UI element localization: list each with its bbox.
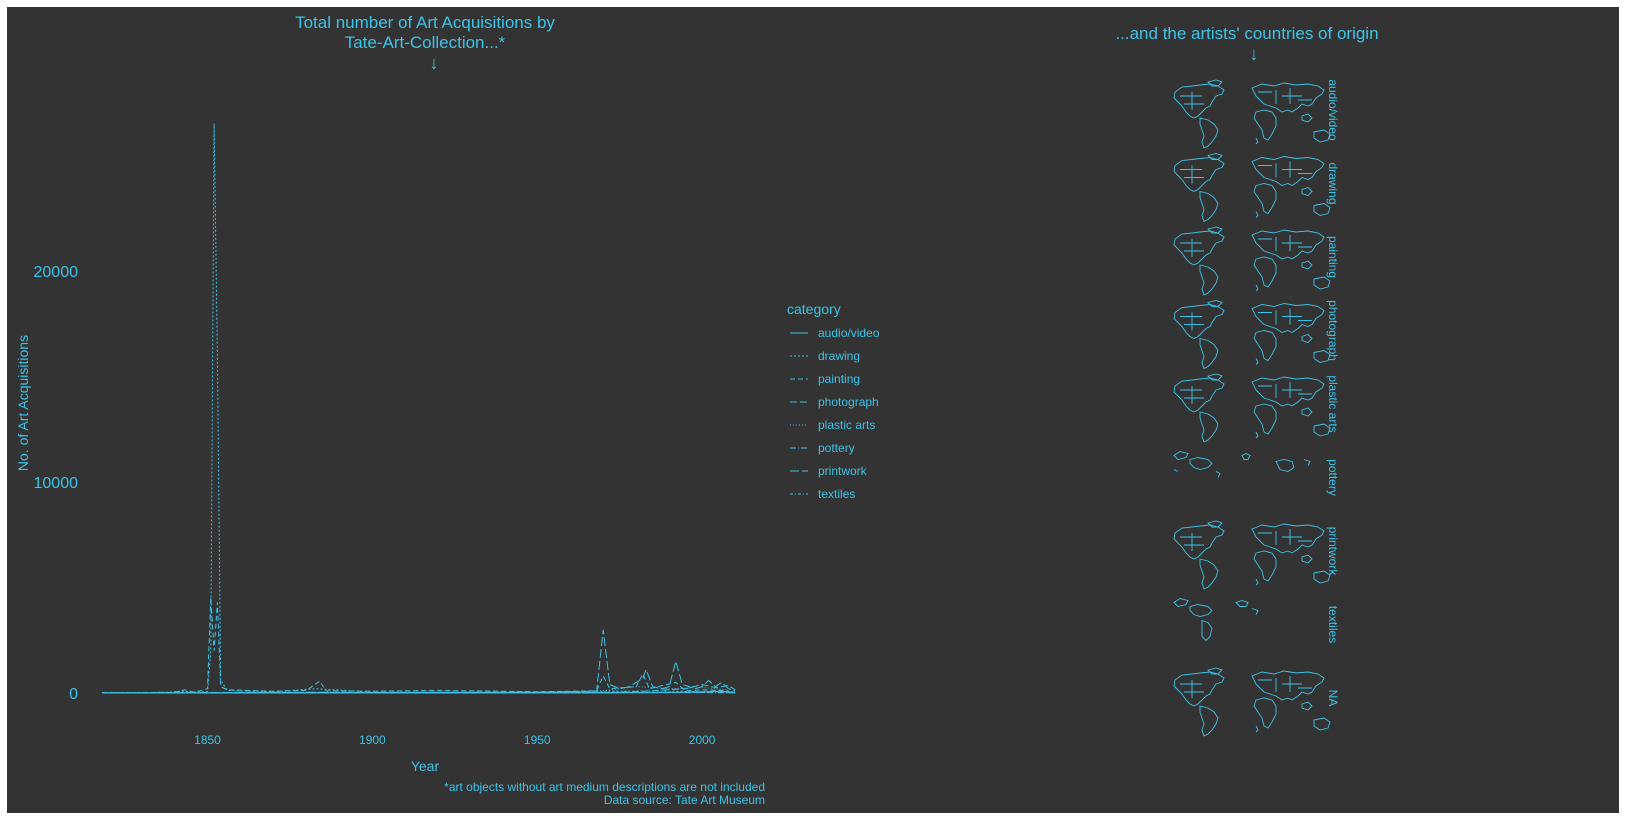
- legend-label: textiles: [818, 487, 855, 501]
- left-title-line2: Tate-Art-Collection...*: [345, 33, 506, 52]
- facet-label: painting: [1326, 236, 1340, 278]
- series-line-drawing: [101, 123, 729, 694]
- facet-label: printwork: [1326, 527, 1340, 577]
- facet-map-audio-video: [1173, 79, 1331, 149]
- facet-label: photograph: [1326, 300, 1340, 361]
- facet-label: drawing: [1326, 162, 1340, 204]
- facet-map-NA: [1173, 667, 1331, 737]
- series-line-printwork: [101, 629, 736, 694]
- legend: category audio/video drawing painting photo…: [787, 301, 880, 501]
- left-title-line1: Total number of Art Acquisitions by: [295, 13, 555, 32]
- y-tick-label: 10000: [34, 475, 79, 492]
- legend-label: painting: [818, 372, 860, 386]
- facet-map-printwork: [1173, 520, 1331, 590]
- footnote-line2: Data source: Tate Art Museum: [604, 793, 765, 807]
- legend-label: photograph: [818, 395, 879, 409]
- facet-label: textiles: [1326, 606, 1340, 643]
- facet-label: NA: [1326, 690, 1340, 707]
- right-title-arrow: ↓: [1250, 44, 1259, 64]
- legend-title: category: [787, 301, 841, 317]
- x-tick-label: 2000: [689, 733, 716, 747]
- chart-background: [7, 7, 1619, 813]
- left-title-arrow: ↓: [430, 53, 439, 73]
- y-tick-label: 0: [69, 686, 78, 703]
- legend-label: drawing: [818, 349, 860, 363]
- series-line-photograph: [102, 683, 736, 694]
- y-tick-label: 20000: [34, 264, 79, 281]
- facet-map-painting: [1173, 226, 1331, 296]
- x-tick-label: 1900: [359, 733, 386, 747]
- y-axis-label: No. of Art Acquisitions: [15, 335, 31, 471]
- legend-label: pottery: [818, 441, 855, 455]
- x-tick-label: 1850: [194, 733, 221, 747]
- plot-area: [101, 123, 736, 694]
- facet-map-textiles: [1173, 598, 1259, 641]
- right-title: ...and the artists' countries of origin: [1115, 24, 1378, 43]
- x-axis-label: Year: [411, 758, 440, 774]
- facet-label: audio/video: [1326, 79, 1340, 141]
- facet-label: plastic arts: [1326, 375, 1340, 432]
- facet-map-photograph: [1173, 300, 1331, 369]
- facet-map-drawing: [1173, 153, 1331, 222]
- x-tick-label: 1950: [524, 733, 551, 747]
- legend-label: audio/video: [818, 326, 880, 340]
- legend-label: printwork: [818, 464, 868, 478]
- facet-map-plastic-arts: [1173, 373, 1331, 443]
- facet-label: pottery: [1326, 459, 1340, 496]
- facet-maps: audio/video drawing painting photograph plas…: [1173, 79, 1340, 737]
- legend-label: plastic arts: [818, 418, 875, 432]
- series-line-painting: [101, 597, 729, 694]
- footnote-line1: *art objects without art medium descript…: [444, 780, 765, 794]
- facet-map-pottery: [1173, 451, 1311, 478]
